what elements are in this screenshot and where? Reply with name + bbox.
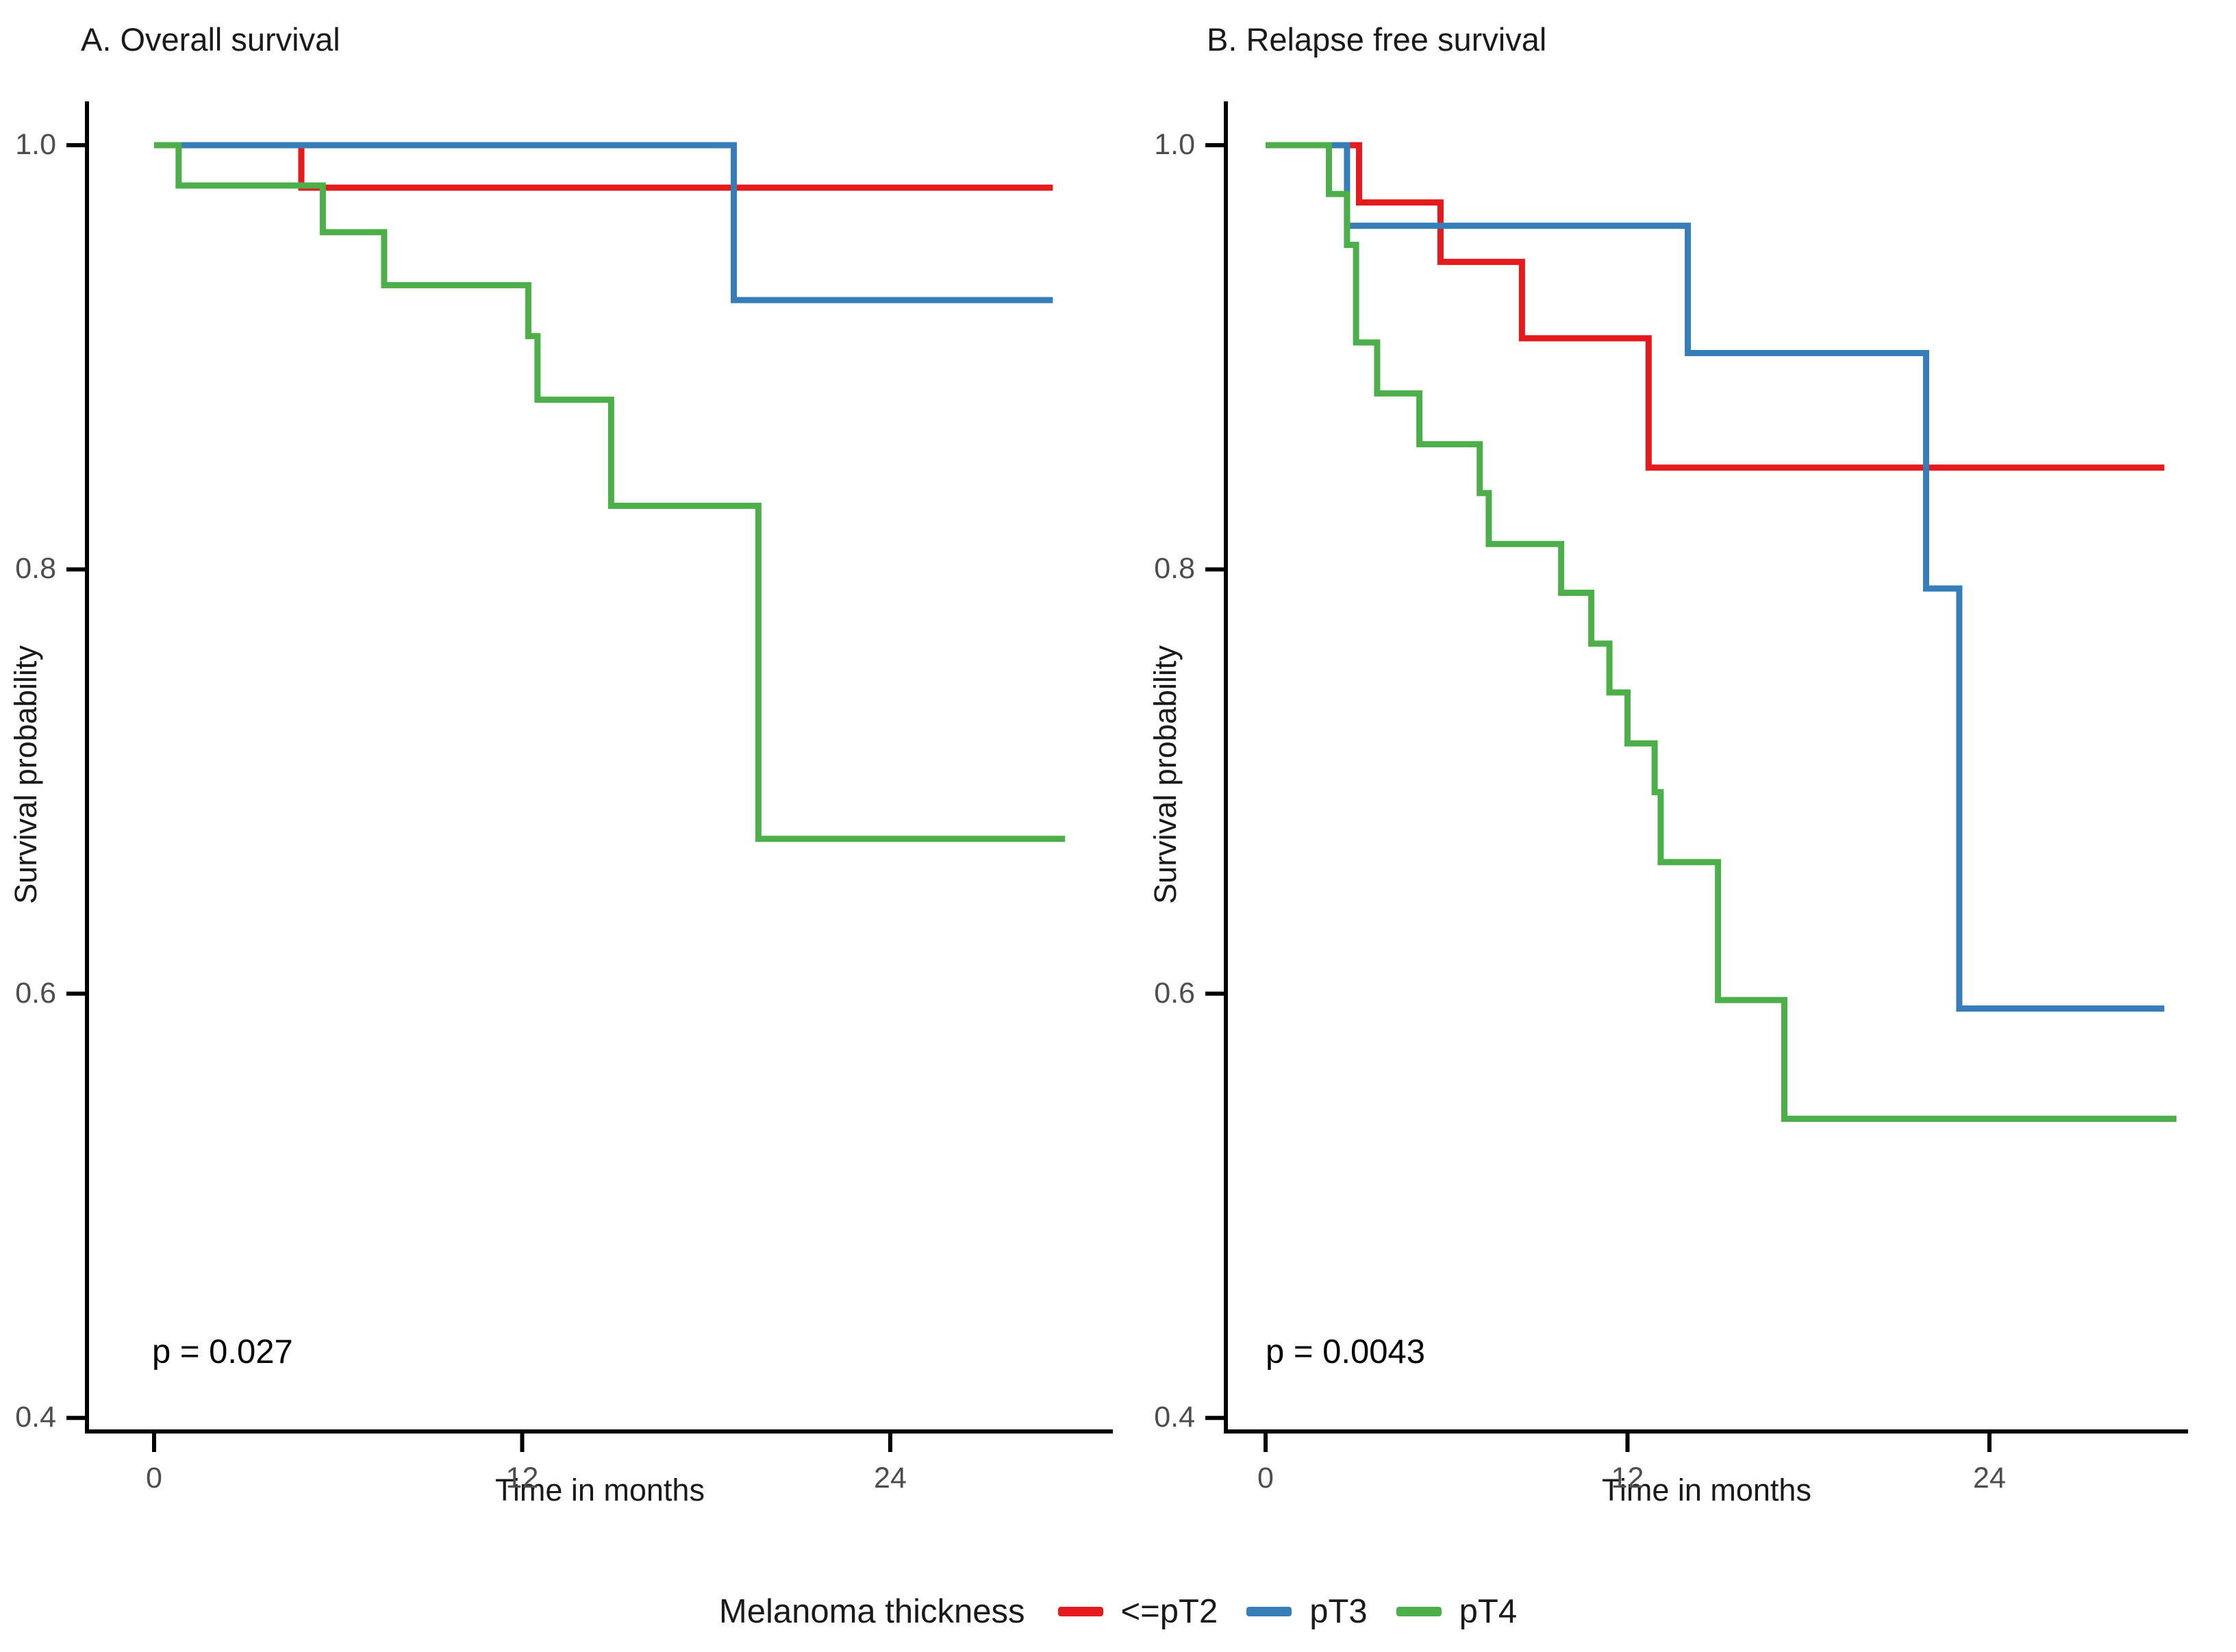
legend-label-pt3: pT3 [1309, 1593, 1368, 1630]
legend-title: Melanoma thickness [718, 1593, 1025, 1630]
curve-pT4-relapse-free [1266, 142, 2177, 1123]
panel-a-y-axis-title: Survival probability [8, 645, 43, 904]
x-tick-label-overall: 0 [146, 1462, 162, 1494]
panel-b-y-axis-title: Survival probability [1148, 645, 1183, 904]
curve-pT3-overall [154, 142, 1053, 303]
x-tick-label-relapse-free: 24 [1973, 1462, 2006, 1494]
legend-swatch-pt2-icon [1057, 1607, 1103, 1616]
y-tick-label-relapse-free: 0.4 [1154, 1401, 1195, 1434]
y-tick-label-overall: 0.4 [15, 1401, 56, 1434]
panel-a-title: A. Overall survival [81, 21, 340, 58]
panel-b-title: B. Relapse free survival [1207, 21, 1547, 58]
x-tick-label-overall: 12 [505, 1462, 539, 1494]
y-tick-label-relapse-free: 1.0 [1154, 128, 1195, 161]
legend: Melanoma thickness <=pT2 pT3 pT4 [0, 1581, 2236, 1642]
curve-pT4-overall [154, 142, 1066, 842]
curve-pT2-overall [154, 142, 1053, 191]
y-tick-label-overall: 1.0 [15, 128, 56, 161]
legend-label-pt4: pT4 [1459, 1593, 1518, 1630]
y-tick-label-overall: 0.6 [15, 976, 56, 1010]
panel-b-p-value: p = 0.0043 [1266, 1334, 1425, 1371]
x-tick-label-relapse-free: 0 [1257, 1462, 1274, 1494]
legend-label-pt2: <=pT2 [1120, 1593, 1218, 1630]
x-tick-label-overall: 24 [874, 1462, 907, 1494]
y-tick-label-relapse-free: 0.8 [1154, 552, 1195, 586]
x-tick-label-relapse-free: 12 [1611, 1462, 1644, 1494]
panel-a-x-axis-title: Time in months [495, 1473, 705, 1507]
y-tick-label-relapse-free: 0.6 [1154, 976, 1195, 1010]
legend-swatch-pt3-icon [1246, 1607, 1292, 1616]
legend-item-pt2: <=pT2 [1057, 1592, 1218, 1631]
legend-item-pt3: pT3 [1246, 1592, 1368, 1631]
y-tick-label-overall: 0.8 [15, 552, 56, 586]
curve-pT2-relapse-free [1266, 142, 2165, 471]
legend-item-pt4: pT4 [1396, 1592, 1517, 1631]
panel-a-p-value: p = 0.027 [152, 1334, 293, 1371]
curve-pT3-relapse-free [1266, 142, 2165, 1012]
legend-swatch-pt4-icon [1396, 1607, 1442, 1616]
panel-b-x-axis-title: Time in months [1602, 1473, 1811, 1507]
